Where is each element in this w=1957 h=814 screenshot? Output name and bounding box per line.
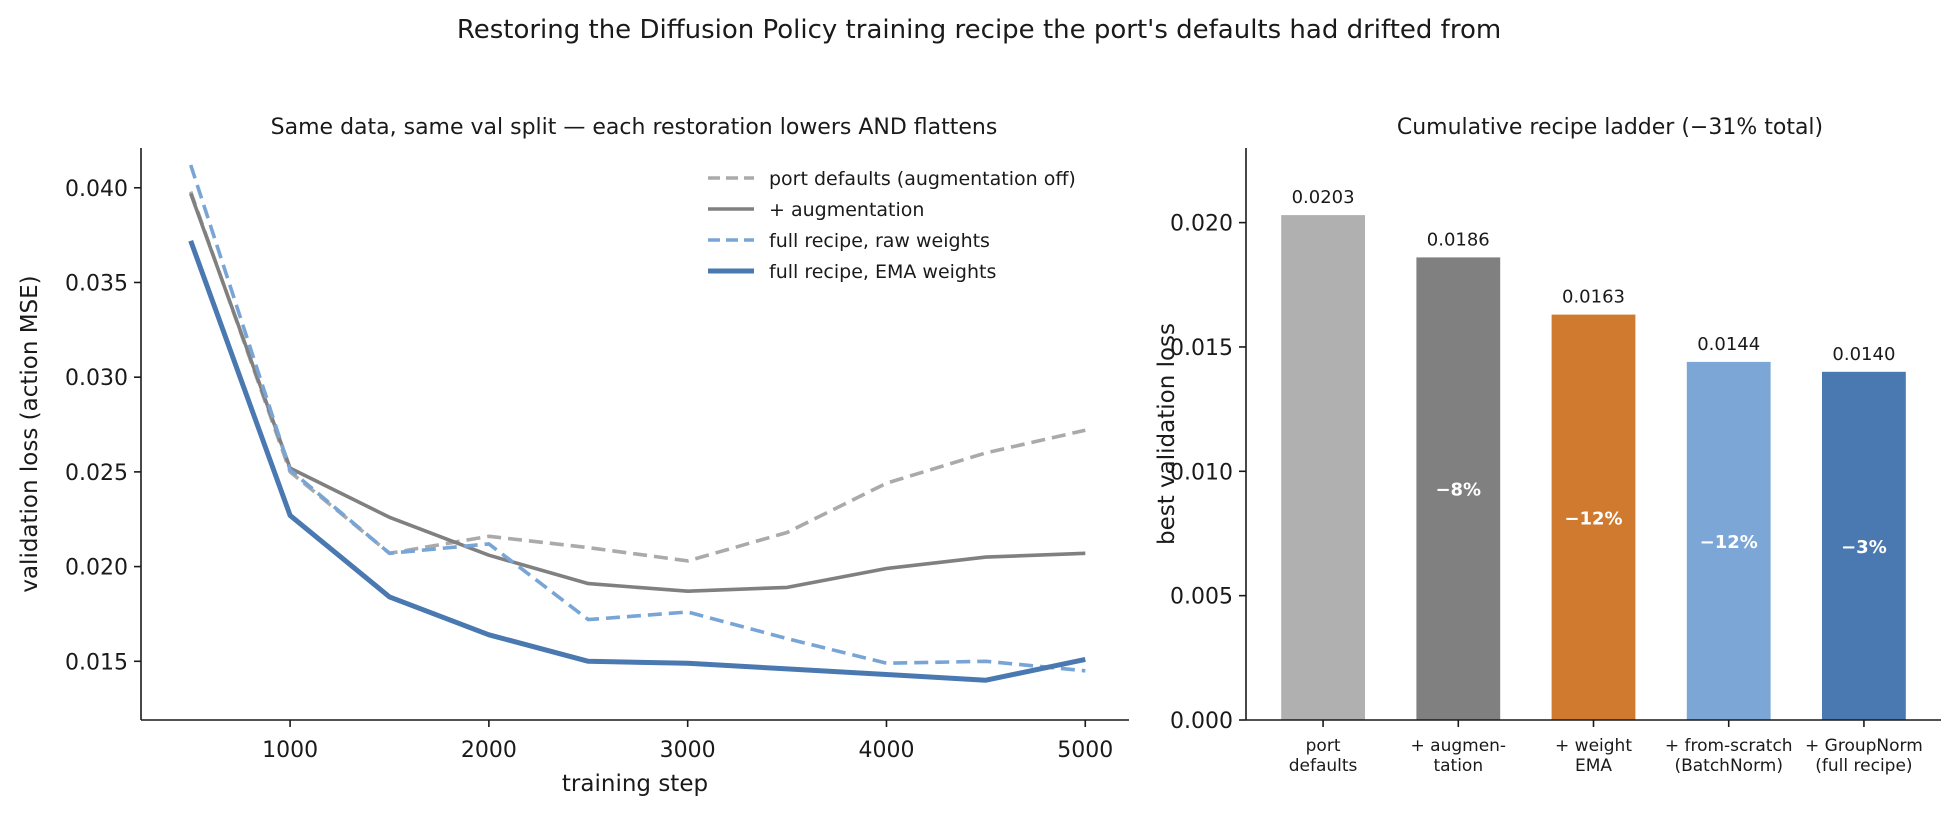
line-chart-legend: port defaults (augmentation off) + augmen… xyxy=(708,168,1076,283)
bar-chart-title: Cumulative recipe ladder (−31% total) xyxy=(1397,115,1823,140)
bar-0 xyxy=(1281,215,1365,720)
line-x-tick-label: 5000 xyxy=(1057,738,1113,763)
bar-chart-panel: Cumulative recipe ladder (−31% total) 0.… xyxy=(1154,115,1941,776)
line-x-tick-label: 1000 xyxy=(262,738,318,763)
bar-category-label: defaults xyxy=(1289,756,1358,776)
line-x-tick-label: 2000 xyxy=(461,738,517,763)
bar-category-label: + from-scratch xyxy=(1665,736,1793,756)
line-x-tick-label: 3000 xyxy=(660,738,716,763)
bar-value-label-0: 0.0203 xyxy=(1292,187,1355,208)
bar-category-label: + GroupNorm xyxy=(1805,736,1923,756)
line-y-tick-label: 0.035 xyxy=(65,271,128,296)
bar-delta-label-1: −8% xyxy=(1435,480,1481,501)
line-chart-x-label: training step xyxy=(562,771,708,797)
line-series-1 xyxy=(189,192,1086,594)
bar-category-label: (BatchNorm) xyxy=(1674,756,1783,776)
line-y-tick-label: 0.025 xyxy=(65,461,128,486)
line-y-tick-label: 0.020 xyxy=(65,556,128,581)
bar-value-label-2: 0.0163 xyxy=(1562,287,1625,308)
bar-category-label: port xyxy=(1306,736,1341,756)
bar-y-tick-label: 0.005 xyxy=(1170,585,1233,610)
bar-4 xyxy=(1822,371,1906,720)
bar-y-tick-label: 0.010 xyxy=(1170,460,1233,485)
bar-y-tick-label: 0.020 xyxy=(1170,212,1233,237)
legend-label-1: + augmentation xyxy=(769,199,924,221)
bar-chart-y-axis: 0.000 0.005 0.010 0.015 0.020 xyxy=(1170,212,1246,734)
bar-category-label: + augmen- xyxy=(1411,736,1507,756)
bar-category-label: EMA xyxy=(1575,756,1612,776)
bar-3 xyxy=(1686,361,1771,720)
line-chart-title: Same data, same val split — each restora… xyxy=(271,115,998,140)
legend-label-2: full recipe, raw weights xyxy=(769,230,990,252)
bar-delta-label-3: −12% xyxy=(1700,532,1758,553)
line-y-tick-label: 0.030 xyxy=(65,366,128,391)
bar-value-label-1: 0.0186 xyxy=(1427,229,1490,250)
bar-category-label: (full recipe) xyxy=(1815,756,1912,776)
line-chart-x-axis: 1000 2000 3000 4000 5000 xyxy=(262,720,1113,763)
bar-1 xyxy=(1416,257,1501,720)
bar-category-label: + weight xyxy=(1555,736,1632,756)
line-chart-y-label: validation loss (action MSE) xyxy=(17,275,43,592)
line-chart-panel: Same data, same val split — each restora… xyxy=(17,115,1129,797)
legend-label-0: port defaults (augmentation off) xyxy=(769,168,1076,190)
legend-label-3: full recipe, EMA weights xyxy=(769,261,996,283)
bar-y-tick-label: 0.000 xyxy=(1170,709,1233,734)
bar-2 xyxy=(1551,314,1636,720)
bar-value-label-3: 0.0144 xyxy=(1697,334,1760,355)
bar-y-tick-label: 0.015 xyxy=(1170,336,1233,361)
line-x-tick-label: 4000 xyxy=(858,738,914,763)
figure-title: Restoring the Diffusion Policy training … xyxy=(457,15,1501,45)
bar-category-label: tation xyxy=(1433,756,1483,776)
line-chart-y-axis: 0.015 0.020 0.025 0.030 0.035 0.040 xyxy=(65,177,141,675)
line-chart-series xyxy=(188,164,1086,683)
bar-chart-y-label: best validation loss xyxy=(1154,323,1180,545)
line-series-2 xyxy=(188,164,1086,673)
line-series-3 xyxy=(188,239,1086,683)
bar-value-label-4: 0.0140 xyxy=(1832,344,1895,365)
line-y-tick-label: 0.040 xyxy=(65,177,128,202)
bar-delta-label-2: −12% xyxy=(1564,508,1622,529)
bar-chart-bars: 0.0203 0.0186 −8% 0.0163 −12% 0.0144 −12% 0.014… xyxy=(1281,187,1906,720)
line-y-tick-label: 0.015 xyxy=(65,650,128,675)
bar-delta-label-4: −3% xyxy=(1841,537,1887,558)
